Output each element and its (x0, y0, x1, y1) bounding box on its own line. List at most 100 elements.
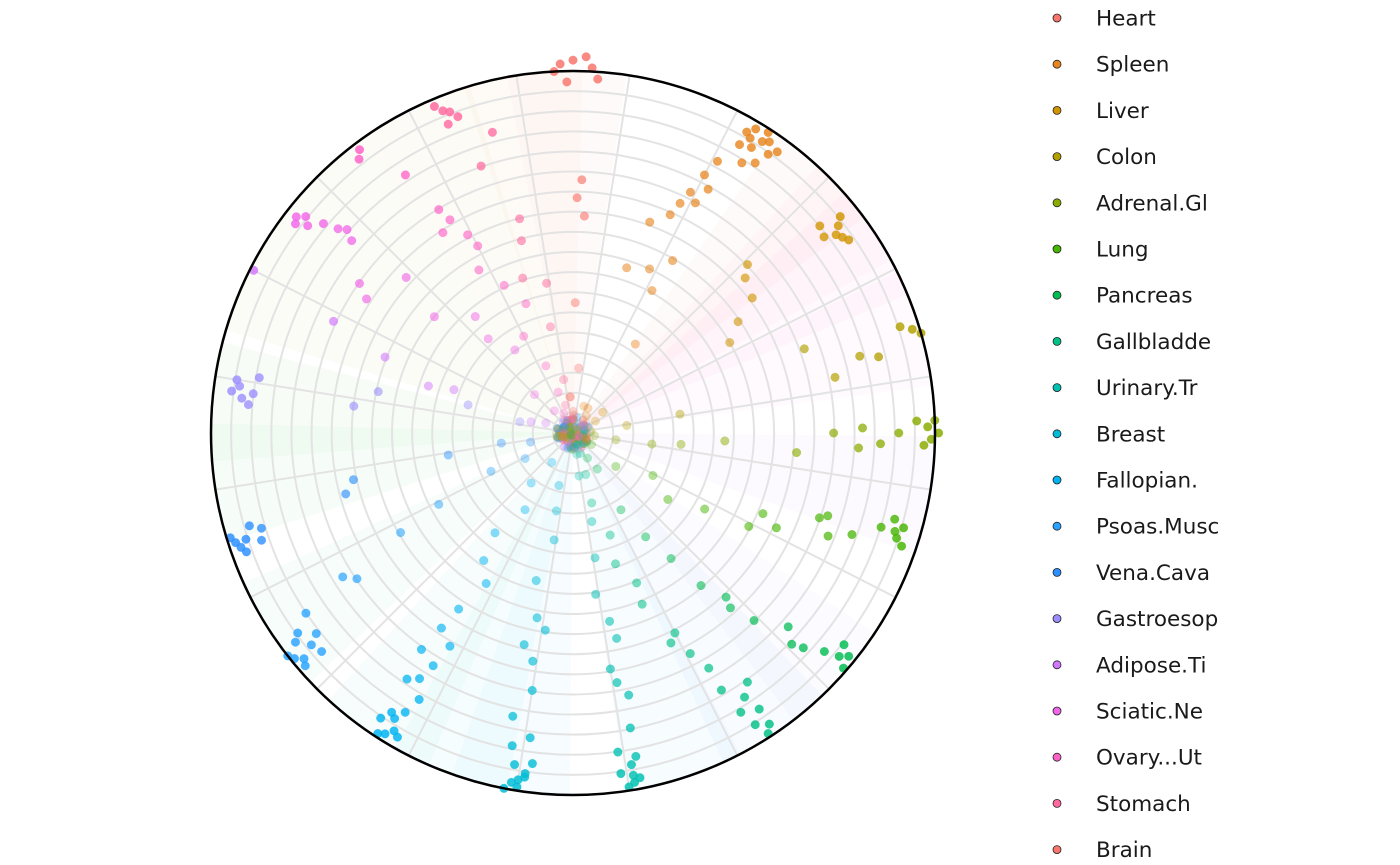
data-point (510, 345, 520, 355)
data-point (515, 417, 525, 427)
radial-gridline (511, 371, 635, 495)
data-point (892, 533, 902, 543)
data-point-center (572, 425, 582, 435)
data-point (559, 408, 569, 418)
data-point (819, 232, 829, 242)
data-point (479, 555, 489, 566)
radial-gridline (471, 331, 675, 535)
data-point (764, 719, 774, 729)
data-point (632, 578, 642, 588)
data-point (626, 759, 637, 770)
data-point-center (576, 440, 586, 450)
data-point-center (582, 436, 592, 446)
data-point (854, 443, 864, 453)
data-point (376, 713, 386, 723)
data-point-center (560, 429, 570, 439)
data-point (301, 608, 311, 618)
data-point-center (557, 428, 567, 438)
data-point (508, 711, 518, 721)
data-point (434, 205, 444, 215)
data-point (555, 59, 565, 69)
data-point (387, 707, 397, 717)
data-point (586, 426, 596, 436)
data-point (834, 651, 844, 661)
data-point (799, 344, 809, 354)
data-point-center (563, 430, 573, 440)
data-point-center (577, 425, 587, 435)
data-point-center (554, 434, 564, 444)
data-point (303, 221, 313, 231)
data-point-center (571, 423, 581, 433)
data-point (592, 464, 602, 474)
data-point (858, 423, 868, 433)
data-point (227, 386, 237, 396)
data-point (354, 145, 365, 155)
data-point (895, 322, 905, 332)
data-point-center (574, 429, 584, 439)
radial-gridline (491, 351, 655, 515)
data-point-center (553, 424, 563, 434)
data-point-center (554, 425, 564, 435)
data-point (562, 77, 572, 87)
data-point-center (560, 422, 570, 432)
data-point-center (557, 424, 567, 434)
data-point-center (560, 415, 570, 425)
legend-item: Sciatic.Ne (1052, 700, 1203, 725)
data-point (586, 439, 596, 450)
data-point-center (567, 430, 577, 440)
data-point (750, 158, 760, 168)
data-point-center (560, 422, 570, 432)
data-point (429, 312, 439, 322)
data-point-center (565, 442, 575, 452)
data-point (232, 375, 242, 385)
data-point (579, 211, 589, 221)
data-point-center (567, 430, 577, 440)
legend-key (1052, 106, 1062, 115)
data-point-center (574, 431, 584, 441)
data-point (746, 142, 756, 153)
data-point-center (553, 432, 563, 442)
data-point (737, 158, 747, 168)
data-point-center (564, 415, 574, 425)
data-point-center (572, 430, 582, 440)
data-point-center (565, 422, 575, 432)
data-point (839, 640, 849, 650)
data-point (587, 516, 597, 527)
data-point (453, 112, 463, 122)
data-point (772, 147, 782, 157)
data-point (749, 615, 759, 626)
data-point (373, 387, 383, 397)
legend-label: Fallopian. (1096, 469, 1198, 494)
legend-key (1052, 244, 1062, 254)
angular-gridline (572, 432, 830, 690)
data-point-center (553, 432, 563, 442)
data-point (434, 499, 444, 509)
data-point (401, 272, 411, 283)
data-point (445, 107, 455, 117)
data-point (847, 529, 857, 540)
data-point (445, 641, 455, 651)
data-point (392, 732, 402, 742)
data-point (300, 661, 310, 671)
data-point (581, 411, 591, 421)
data-point-center (573, 434, 583, 444)
data-point (644, 264, 655, 274)
data-point (771, 523, 781, 533)
data-point (301, 212, 311, 222)
data-point (354, 154, 364, 164)
data-point (624, 690, 634, 700)
data-point (549, 406, 559, 416)
data-point (740, 273, 750, 283)
legend-key (1052, 336, 1062, 346)
data-point (742, 127, 752, 137)
data-point-center (581, 435, 591, 445)
data-point (290, 637, 301, 647)
data-point-center (576, 421, 586, 431)
legend-item: Ovary...Ut (1052, 746, 1202, 771)
outer-circle (209, 69, 937, 797)
data-point (352, 574, 362, 584)
legend-item: Psoas.Musc (1052, 515, 1219, 540)
data-point-center (562, 436, 572, 446)
legend-key (1052, 475, 1062, 485)
legend-item: Vena.Cava (1052, 561, 1210, 586)
